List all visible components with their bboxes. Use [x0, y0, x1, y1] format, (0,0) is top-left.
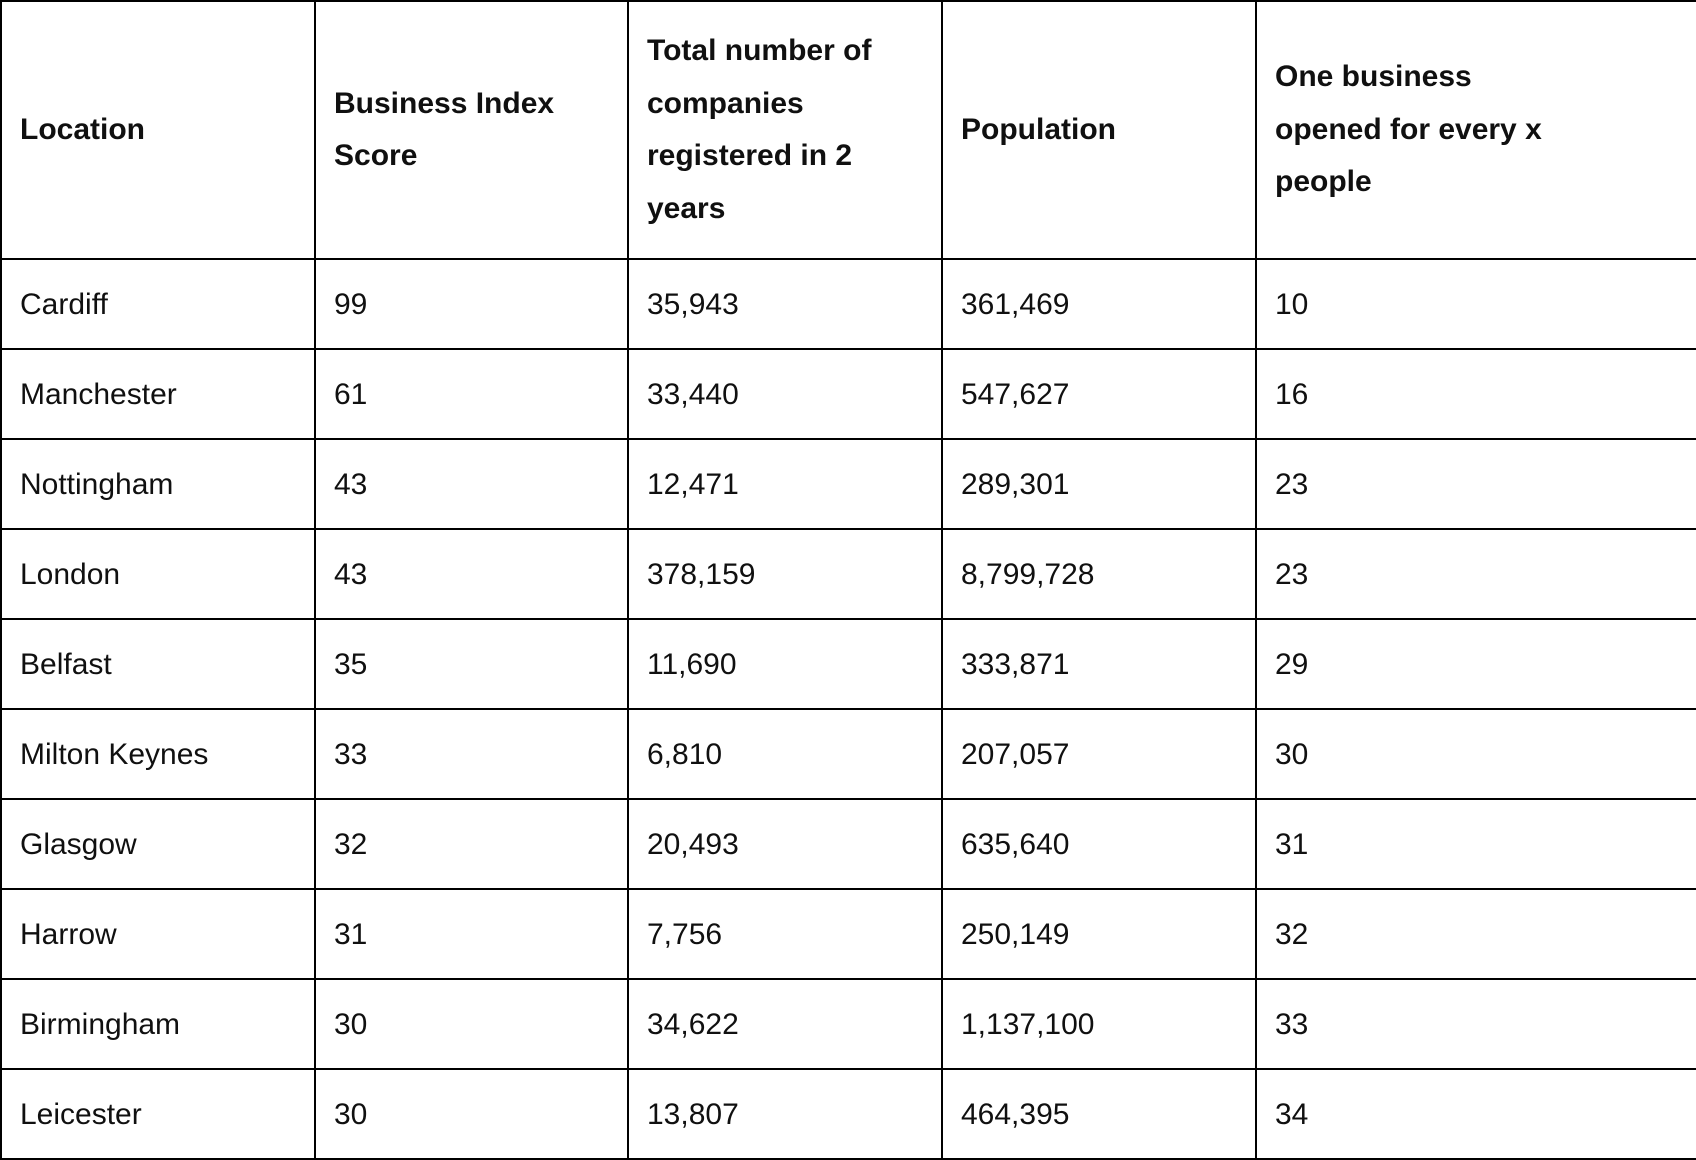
column-header-companies-registered: Total number of companies registered in …	[627, 0, 943, 260]
cell-people-per-business: 31	[1255, 798, 1696, 890]
cell-companies-registered: 34,622	[627, 978, 943, 1070]
cell-people-per-business: 34	[1255, 1068, 1696, 1160]
cell-people-per-business: 29	[1255, 618, 1696, 710]
cell-companies-registered: 6,810	[627, 708, 943, 800]
cell-population: 8,799,728	[941, 528, 1257, 620]
cell-location: Cardiff	[0, 258, 316, 350]
cell-people-per-business: 23	[1255, 528, 1696, 620]
cell-companies-registered: 13,807	[627, 1068, 943, 1160]
cell-people-per-business: 10	[1255, 258, 1696, 350]
column-header-population: Population	[941, 0, 1257, 260]
cell-population: 635,640	[941, 798, 1257, 890]
cell-location: Belfast	[0, 618, 316, 710]
cell-business-index-score: 30	[314, 978, 629, 1070]
cell-population: 547,627	[941, 348, 1257, 440]
cell-population: 361,469	[941, 258, 1257, 350]
cell-location: Leicester	[0, 1068, 316, 1160]
column-header-business-index-score: Business Index Score	[314, 0, 629, 260]
table-row: Milton Keynes 33 6,810 207,057 30	[0, 708, 1696, 800]
table-row: Harrow 31 7,756 250,149 32	[0, 888, 1696, 980]
table-row: Cardiff 99 35,943 361,469 10	[0, 258, 1696, 350]
cell-companies-registered: 33,440	[627, 348, 943, 440]
cell-companies-registered: 378,159	[627, 528, 943, 620]
table-row: London 43 378,159 8,799,728 23	[0, 528, 1696, 620]
table-row: Manchester 61 33,440 547,627 16	[0, 348, 1696, 440]
cell-people-per-business: 33	[1255, 978, 1696, 1070]
cell-companies-registered: 12,471	[627, 438, 943, 530]
cell-location: Manchester	[0, 348, 316, 440]
cell-people-per-business: 30	[1255, 708, 1696, 800]
cell-location: Harrow	[0, 888, 316, 980]
cell-location: Milton Keynes	[0, 708, 316, 800]
cell-population: 1,137,100	[941, 978, 1257, 1070]
cell-business-index-score: 32	[314, 798, 629, 890]
cell-people-per-business: 32	[1255, 888, 1696, 980]
cell-companies-registered: 35,943	[627, 258, 943, 350]
table-header-row: Location Business Index Score Total numb…	[0, 0, 1696, 260]
cell-population: 207,057	[941, 708, 1257, 800]
cell-business-index-score: 99	[314, 258, 629, 350]
cell-location: Birmingham	[0, 978, 316, 1070]
cell-population: 289,301	[941, 438, 1257, 530]
column-header-location: Location	[0, 0, 316, 260]
cell-location: Glasgow	[0, 798, 316, 890]
cell-business-index-score: 31	[314, 888, 629, 980]
table-row: Glasgow 32 20,493 635,640 31	[0, 798, 1696, 890]
cell-business-index-score: 35	[314, 618, 629, 710]
cell-business-index-score: 61	[314, 348, 629, 440]
cell-business-index-score: 33	[314, 708, 629, 800]
cell-population: 333,871	[941, 618, 1257, 710]
cell-location: Nottingham	[0, 438, 316, 530]
table-row: Birmingham 30 34,622 1,137,100 33	[0, 978, 1696, 1070]
cell-business-index-score: 43	[314, 438, 629, 530]
table-row: Belfast 35 11,690 333,871 29	[0, 618, 1696, 710]
cell-business-index-score: 43	[314, 528, 629, 620]
cell-population: 464,395	[941, 1068, 1257, 1160]
cell-companies-registered: 20,493	[627, 798, 943, 890]
cell-people-per-business: 16	[1255, 348, 1696, 440]
cell-location: London	[0, 528, 316, 620]
table-row: Nottingham 43 12,471 289,301 23	[0, 438, 1696, 530]
cell-population: 250,149	[941, 888, 1257, 980]
cell-people-per-business: 23	[1255, 438, 1696, 530]
column-header-people-per-business: One business opened for every x people	[1255, 0, 1696, 260]
cell-business-index-score: 30	[314, 1068, 629, 1160]
table-row: Leicester 30 13,807 464,395 34	[0, 1068, 1696, 1160]
table-body: Cardiff 99 35,943 361,469 10 Manchester …	[0, 258, 1696, 1160]
cell-companies-registered: 11,690	[627, 618, 943, 710]
cell-companies-registered: 7,756	[627, 888, 943, 980]
